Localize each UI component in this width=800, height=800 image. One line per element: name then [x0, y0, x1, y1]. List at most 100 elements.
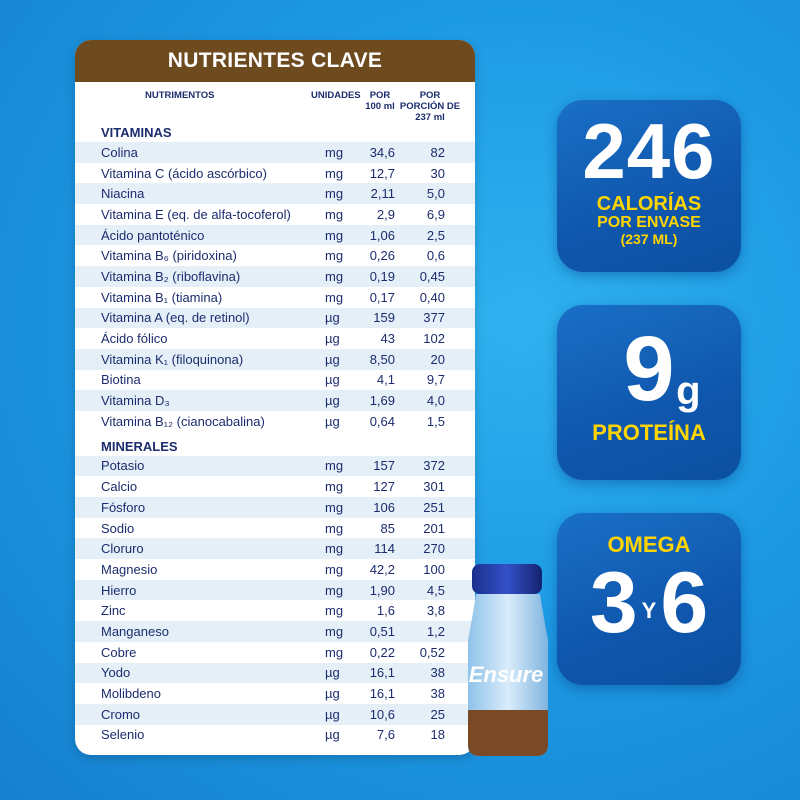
nutrient-unit: mg [325, 227, 344, 243]
value-per-100ml: 10,6 [369, 706, 395, 722]
table-row: Cobre mg 0,22 0,52 [75, 642, 475, 663]
table-row: Biotina µg 4,1 9,7 [75, 370, 475, 391]
protein-number: 9 [623, 318, 675, 420]
table-row: Vitamina K₁ (filoquinona) µg 8,50 20 [75, 348, 475, 370]
nutrient-unit: mg [325, 186, 344, 202]
value-per-100ml: 0,64 [369, 413, 395, 429]
value-per-portion: 201 [423, 520, 445, 536]
omega-label: OMEGA [607, 532, 691, 557]
nutrient-unit: mg [325, 479, 344, 495]
table-row: Vitamina E (eq. de alfa-tocoferol) mg 2,9 6… [75, 204, 475, 225]
nutrient-name: Vitamina K₁ (filoquinona) [101, 351, 244, 367]
nutrient-name: Calcio [101, 479, 138, 495]
nutrient-unit: µg [325, 331, 340, 347]
table-row: Vitamina C (ácido ascórbico) mg 12,7 30 [75, 163, 475, 184]
value-per-100ml: 12,7 [369, 165, 395, 181]
value-per-portion: 38 [430, 686, 445, 702]
table-row: Zinc mg 1,6 3,8 [75, 600, 475, 621]
table-row: Sodio mg 85 201 [75, 518, 475, 539]
nutrient-unit: µg [325, 413, 340, 429]
table-row: Magnesio mg 42,2 100 [75, 559, 475, 580]
value-per-100ml: 34,6 [369, 144, 395, 160]
value-per-portion: 4,5 [426, 582, 445, 598]
nutrient-name: Ácido fólico [101, 331, 168, 347]
nutrient-unit: mg [325, 458, 344, 474]
vitamins-list: Colina mg 34,6 82 Vitamina C (ácido ascórbic… [75, 142, 475, 432]
value-per-portion: 4,0 [426, 393, 445, 409]
nutrient-unit: mg [325, 603, 344, 619]
nutrient-name: Molibdeno [101, 686, 161, 702]
value-per-portion: 6,9 [426, 206, 445, 222]
value-per-portion: 372 [423, 458, 445, 474]
nutrient-unit: mg [325, 144, 344, 160]
calories-badge: 246 CALORÍAS POR ENVASE (237 ML) [557, 100, 741, 272]
nutrient-unit: mg [325, 248, 344, 264]
nutrient-unit: mg [325, 165, 344, 181]
column-headers: NUTRIMENTOS UNIDADES POR 100 ml POR PORC… [75, 82, 475, 123]
nutrient-name: Colina [101, 144, 138, 160]
nutrient-unit: µg [325, 706, 340, 722]
calories-label: CALORÍAS [596, 193, 702, 215]
protein-label: PROTEÍNA [592, 420, 706, 445]
nutrient-unit: mg [325, 541, 344, 557]
nutrient-name: Vitamina E (eq. de alfa-tocoferol) [101, 206, 291, 222]
value-per-100ml: 16,1 [369, 665, 395, 681]
value-per-portion: 0,52 [419, 644, 445, 660]
nutrient-name: Vitamina A (eq. de retinol) [101, 310, 250, 326]
nutrient-unit: µg [325, 310, 340, 326]
nutrient-name: Cobre [101, 644, 137, 660]
value-per-100ml: 1,06 [369, 227, 395, 243]
value-per-portion: 0,6 [426, 248, 445, 264]
nutrient-name: Zinc [101, 603, 126, 619]
value-per-100ml: 8,50 [369, 351, 395, 367]
nutrient-name: Vitamina B₁ (tiamina) [101, 289, 223, 305]
table-row: Yodo µg 16,1 38 [75, 662, 475, 684]
value-per-portion: 30 [430, 165, 445, 181]
table-row: Selenio µg 7,6 18 [75, 725, 475, 746]
value-per-portion: 3,8 [426, 603, 445, 619]
bottle-cap [472, 564, 542, 594]
value-per-portion: 251 [423, 499, 445, 515]
value-per-100ml: 2,9 [376, 206, 395, 222]
value-per-100ml: 0,17 [369, 289, 395, 305]
omega-badge: OMEGA 3 Y6 [557, 513, 741, 685]
value-per-100ml: 16,1 [369, 686, 395, 702]
value-per-100ml: 1,69 [369, 393, 395, 409]
value-per-portion: 301 [423, 479, 445, 495]
value-per-portion: 9,7 [426, 372, 445, 388]
col-units: UNIDADES [311, 90, 361, 101]
nutrition-card: NUTRIENTES CLAVE NUTRIMENTOS UNIDADES PO… [75, 40, 475, 755]
value-per-100ml: 0,19 [369, 268, 395, 284]
value-per-portion: 1,2 [426, 623, 445, 639]
nutrient-unit: mg [325, 206, 344, 222]
nutrient-unit: µg [325, 372, 340, 388]
value-per-100ml: 106 [373, 499, 395, 515]
nutrient-name: Vitamina B₁₂ (cianocabalina) [101, 413, 265, 429]
value-per-portion: 2,5 [426, 227, 445, 243]
value-per-portion: 0,45 [419, 268, 445, 284]
nutrient-name: Magnesio [101, 561, 158, 577]
nutrient-unit: mg [325, 644, 344, 660]
table-row: Cromo µg 10,6 25 [75, 703, 475, 725]
nutrient-unit: mg [325, 582, 344, 598]
table-row: Cloruro mg 114 270 [75, 538, 475, 560]
col-portion: POR PORCIÓN DE 237 ml [399, 90, 461, 123]
nutrient-name: Cloruro [101, 541, 144, 557]
nutrient-name: Cromo [101, 706, 141, 722]
table-row: Vitamina A (eq. de retinol) µg 159 377 [75, 307, 475, 329]
value-per-100ml: 1,6 [376, 603, 395, 619]
nutrient-name: Fósforo [101, 499, 146, 515]
nutrient-unit: µg [325, 727, 340, 743]
omega-conj: Y [641, 598, 657, 624]
value-per-portion: 377 [423, 310, 445, 326]
omega-num-a: 3 [589, 555, 638, 652]
value-per-100ml: 85 [380, 520, 395, 536]
nutrient-name: Manganeso [101, 623, 169, 639]
nutrient-name: Selenio [101, 727, 145, 743]
value-per-portion: 102 [423, 331, 445, 347]
value-per-100ml: 2,11 [370, 186, 395, 202]
minerals-title: MINERALES [101, 438, 178, 454]
value-per-portion: 18 [430, 727, 445, 743]
value-per-100ml: 159 [373, 310, 395, 326]
